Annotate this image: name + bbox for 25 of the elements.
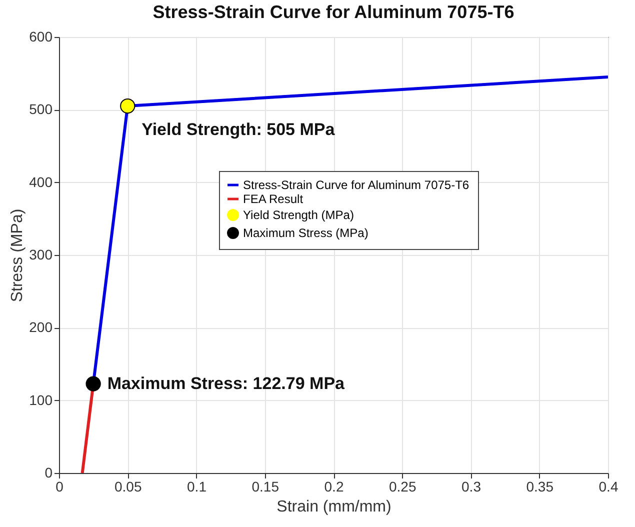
x-tick-label: 0.2 — [324, 478, 344, 494]
y-tick-label: 500 — [29, 101, 53, 118]
y-tick-label: 100 — [29, 392, 53, 408]
y-tick-label: 200 — [29, 319, 53, 336]
y-tick-label: 400 — [29, 174, 53, 190]
y-tick-label: 300 — [29, 246, 53, 262]
x-tick-label: 0 — [56, 478, 64, 494]
x-tick-label: 0.15 — [252, 478, 280, 494]
x-tick-label: 0.1 — [187, 478, 207, 494]
x-tick-label: 0.35 — [526, 478, 554, 494]
y-axis-title: Stress (MPa) — [9, 208, 26, 302]
x-tick-label: 0.3 — [462, 478, 482, 494]
x-tick-label: 0.25 — [389, 478, 416, 494]
annotation: Yield Strength: 505 MPa — [142, 120, 336, 140]
annotation: Maximum Stress: 122.79 MPa — [107, 374, 346, 393]
x-axis-title: Strain (mm/mm) — [276, 498, 392, 516]
legend-label: Yield Strength (MPa) — [243, 208, 354, 222]
legend-label: Stress-Strain Curve for Aluminum 7075-T6 — [243, 178, 470, 192]
y-tick-label: 600 — [29, 28, 53, 44]
x-tick-label: 0.4 — [598, 478, 618, 494]
x-tick-label: 0.05 — [114, 478, 142, 494]
legend-label: FEA Result — [243, 192, 304, 206]
legend-label: Maximum Stress (MPa) — [243, 226, 368, 240]
chart-title: Stress-Strain Curve for Aluminum 7075-T6 — [152, 2, 514, 22]
y-tick-label: 0 — [44, 464, 53, 480]
